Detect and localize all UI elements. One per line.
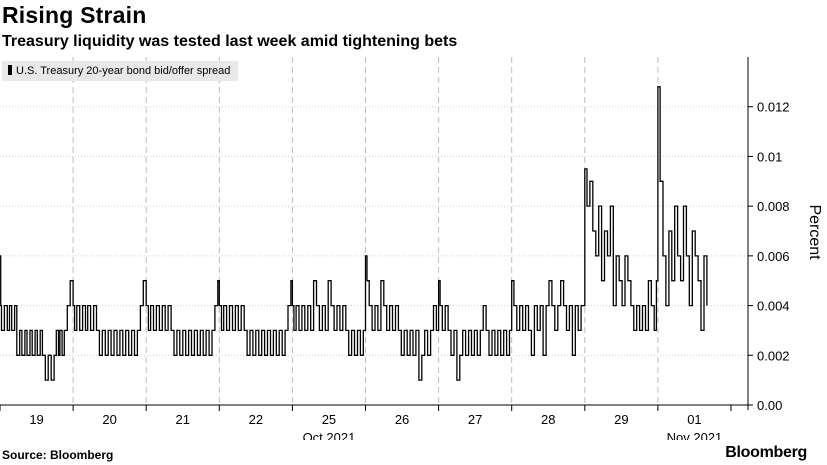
series-line [0, 86, 708, 381]
x-tick-label: 25 [322, 412, 336, 427]
chart-canvas: 0.00 0.002 0.004 0.006 0.008 0.01 0.012 19 20 21 2… [0, 57, 823, 440]
legend-swatch [8, 65, 12, 75]
x-tick-label: 27 [468, 412, 482, 427]
chart-title: Rising Strain [2, 2, 147, 28]
x-tick-label: 19 [29, 412, 43, 427]
y-tick-label: 0.00 [757, 398, 782, 413]
y-tick-label: 0.004 [757, 299, 790, 314]
bloomberg-logo: Bloomberg [725, 444, 807, 461]
x-tick-label: 22 [249, 412, 263, 427]
x-tick-label: 21 [176, 412, 190, 427]
y-tick-label: 0.012 [757, 100, 790, 115]
x-tick-label: 26 [395, 412, 409, 427]
y-tick-label: 0.006 [757, 249, 790, 264]
x-tick-label: 01 [687, 412, 701, 427]
series-group [0, 86, 708, 381]
gridlines [0, 57, 748, 405]
x-month-label: Oct 2021 [303, 430, 356, 440]
y-axis-title: Percent [806, 204, 823, 260]
source-note: Source: Bloomberg [2, 448, 114, 462]
x-tick-label: 20 [102, 412, 116, 427]
x-tick-label: 28 [541, 412, 555, 427]
axes: 0.00 0.002 0.004 0.006 0.008 0.01 0.012 19 20 21 2… [0, 57, 823, 440]
y-tick-label: 0.008 [757, 199, 790, 214]
x-tick-label: 29 [614, 412, 628, 427]
y-tick-label: 0.002 [757, 348, 790, 363]
legend: U.S. Treasury 20-year bond bid/offer spr… [2, 61, 239, 81]
chart-subtitle: Treasury liquidity was tested last week … [2, 33, 458, 50]
legend-label: U.S. Treasury 20-year bond bid/offer spr… [16, 65, 231, 77]
y-tick-label: 0.01 [757, 149, 782, 164]
x-month-label: Nov 2021 [667, 430, 723, 440]
